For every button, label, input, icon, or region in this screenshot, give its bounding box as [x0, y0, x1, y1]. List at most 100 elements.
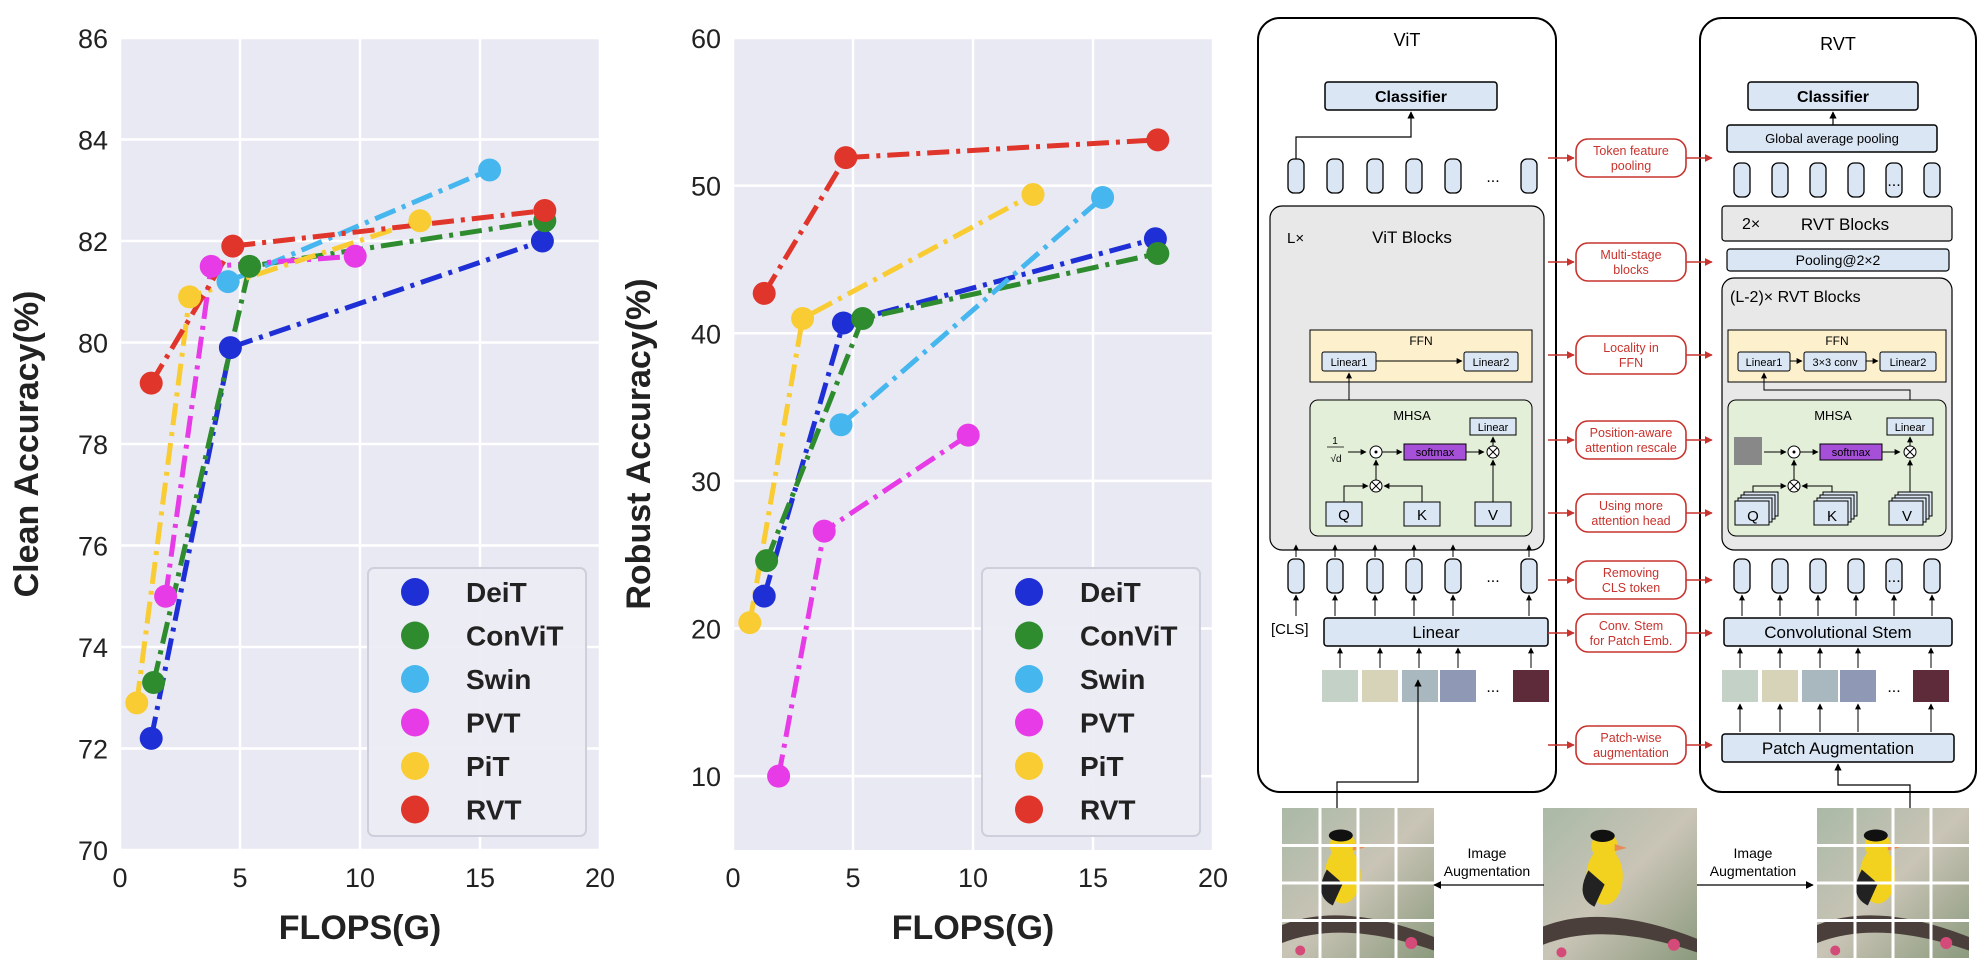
image-patch [1362, 670, 1398, 702]
data-point-pit [738, 611, 762, 635]
data-point-swin [478, 158, 502, 182]
data-point-deit [218, 336, 242, 360]
rvt-dot-op-center [1792, 450, 1796, 454]
y-tick-label: 50 [691, 172, 721, 202]
legend-marker-pvt [401, 708, 429, 737]
vit-mhsa-linear-label: Linear [1478, 422, 1509, 434]
vit-dot-op-center [1374, 450, 1378, 454]
data-point-pit [791, 307, 815, 331]
rvt-patch-aug-label: Patch Augmentation [1762, 739, 1914, 758]
vit-linear-embed-label: Linear [1412, 623, 1460, 642]
token [1366, 558, 1384, 594]
rvt-gap-box [1726, 124, 1938, 153]
y-tick-label: 82 [78, 227, 108, 257]
image-patch [1402, 670, 1438, 702]
data-point-convit [238, 254, 262, 278]
token-dots: ... [1486, 569, 1499, 586]
rvt-conv-stem-label: Convolutional Stem [1764, 623, 1911, 642]
token [1923, 162, 1941, 198]
token [1326, 158, 1344, 194]
vit-qk-op-x [1371, 481, 1381, 491]
y-tick-label: 78 [78, 430, 108, 460]
data-point-swin [829, 413, 853, 437]
data-point-pit [178, 285, 202, 309]
patch-dots: ... [1486, 679, 1499, 696]
legend-marker-pit [401, 752, 429, 780]
token [1847, 558, 1865, 594]
rvt-softmax-label: softmax [1832, 447, 1871, 459]
y-tick-label: 30 [691, 467, 721, 497]
right-aug-label-2: Augmentation [1710, 863, 1796, 879]
vit-k-label: K [1417, 507, 1427, 524]
image-patch [1913, 670, 1949, 702]
change-label-line2: for Patch Emb. [1590, 634, 1673, 648]
y-tick-label: 84 [78, 126, 108, 156]
image-blossom [1295, 945, 1306, 956]
y-axis-label: Clean Accuracy(%) [8, 291, 46, 598]
left-aug-label-2: Augmentation [1444, 863, 1530, 879]
legend-marker-pvt [1015, 708, 1043, 737]
change-label-line1: Token feature [1593, 144, 1669, 158]
bird-wing [1582, 870, 1605, 907]
rvt-conv-stem-box [1723, 617, 1953, 647]
bird-cap [1863, 829, 1888, 842]
legend-label-pit: PiT [1080, 751, 1124, 782]
vit-output-tokens: ... [1287, 158, 1538, 194]
legend-label-pvt: PVT [466, 708, 520, 739]
vit-linear2-label: Linear2 [1473, 357, 1510, 369]
data-point-pvt [767, 764, 791, 788]
rvt-q-label: Q [1747, 508, 1759, 525]
data-point-pvt [154, 584, 178, 608]
legend-label-deit: DeiT [1080, 577, 1141, 608]
rvt-gap-label: Global average pooling [1765, 131, 1899, 146]
change-label-line2: augmentation [1593, 746, 1669, 760]
vit-q-arrow [1343, 483, 1369, 502]
data-point-pvt [199, 254, 223, 278]
vit-k-box [1403, 501, 1441, 527]
rvt-input-arrow [1834, 763, 1911, 808]
legend-marker-deit [401, 578, 429, 606]
token [1809, 558, 1827, 594]
vit-mhsa-label: MHSA [1393, 408, 1431, 423]
rvt-qk-op-x [1789, 481, 1799, 491]
data-point-swin [216, 270, 240, 294]
change-label-line2: CLS token [1602, 581, 1660, 595]
x-tick-label: 15 [1078, 863, 1108, 893]
image-patch [1722, 670, 1758, 702]
token-dots: ... [1887, 569, 1900, 586]
vit-input-tokens: ... [1287, 544, 1538, 616]
legend-label-deit: DeiT [466, 577, 527, 608]
rvt-mhsa-label: MHSA [1814, 408, 1852, 423]
rvt-linear1-label: Linear1 [1746, 357, 1783, 369]
rvt-title: RVT [1820, 34, 1856, 54]
rvt-stage1-title: RVT Blocks [1801, 215, 1889, 234]
change-label-line1: Using more [1599, 499, 1663, 513]
image-blossom [1940, 937, 1953, 949]
legend-marker-deit [1015, 578, 1043, 606]
vit-linear2-box [1463, 351, 1519, 372]
token [1326, 558, 1344, 594]
legend-label-swin: Swin [1080, 664, 1145, 695]
y-tick-label: 10 [691, 762, 721, 792]
vit-mult-op-x [1488, 447, 1498, 457]
token-dots: ... [1486, 169, 1499, 186]
series-line-rvt [762, 137, 1158, 295]
rvt-stage2-title: (L-2)× RVT Blocks [1730, 289, 1861, 306]
y-tick-label: 40 [691, 319, 721, 349]
rvt-ffn-label: FFN [1825, 334, 1848, 348]
image-blossom [1667, 938, 1680, 951]
right-aug-label-1: Image [1734, 845, 1773, 861]
vit-q-box [1325, 501, 1363, 527]
vit-q-label: Q [1338, 507, 1350, 524]
image-branch [1543, 916, 1697, 953]
change-label-line2: attention rescale [1585, 441, 1677, 455]
data-point-pvt [812, 519, 836, 543]
data-point-deit [530, 229, 554, 253]
vit-patches: ... [1322, 647, 1549, 702]
vit-v-label: V [1488, 507, 1498, 524]
vit-ffn-label: FFN [1409, 334, 1432, 348]
x-tick-label: 0 [725, 863, 740, 893]
data-point-convit [851, 307, 875, 331]
data-point-rvt [752, 281, 776, 305]
change-label-line2: attention head [1591, 514, 1670, 528]
